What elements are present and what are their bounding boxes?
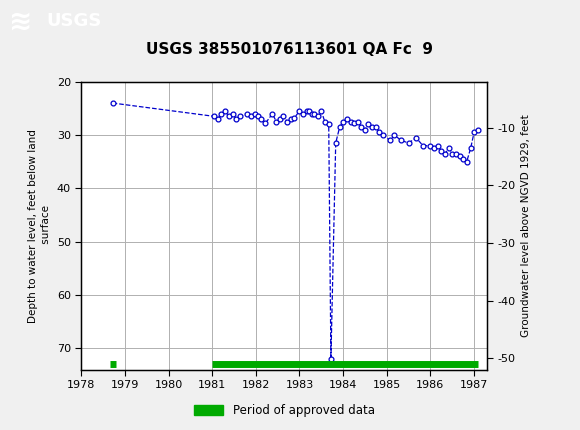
Text: USGS: USGS <box>46 12 102 31</box>
Y-axis label: Groundwater level above NGVD 1929, feet: Groundwater level above NGVD 1929, feet <box>521 114 531 337</box>
Text: USGS 385501076113601 QA Fc  9: USGS 385501076113601 QA Fc 9 <box>147 42 433 57</box>
Text: ≋: ≋ <box>9 7 32 36</box>
Y-axis label: Depth to water level, feet below land
 surface: Depth to water level, feet below land su… <box>28 129 51 322</box>
Legend: Period of approved data: Period of approved data <box>189 399 379 421</box>
